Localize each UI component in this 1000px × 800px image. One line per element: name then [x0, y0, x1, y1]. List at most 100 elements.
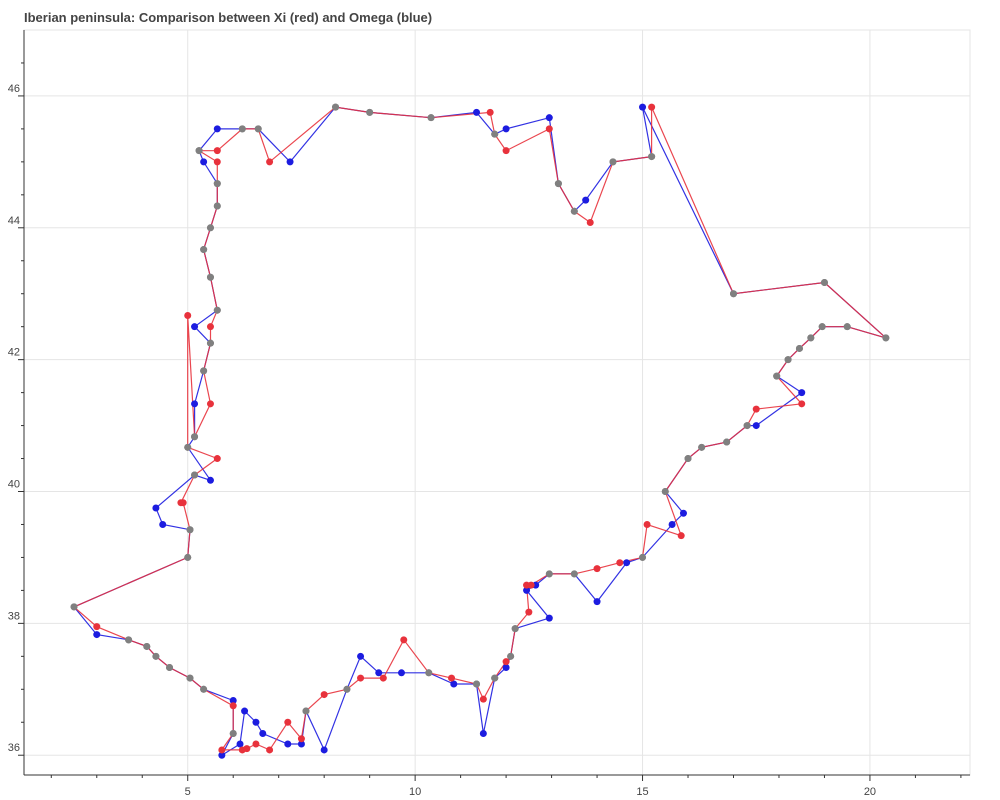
shared-point — [661, 488, 669, 496]
omega-point — [236, 740, 244, 748]
xi-point — [545, 125, 553, 133]
xi-point — [502, 147, 510, 155]
omega-point — [241, 707, 249, 715]
omega-point — [93, 631, 101, 639]
shared-point — [254, 125, 262, 133]
xi-point — [527, 581, 535, 589]
xi-point — [479, 695, 487, 703]
y-tick-label: 40 — [8, 479, 20, 491]
shared-point — [698, 443, 706, 451]
omega-point — [229, 697, 237, 704]
xi-point — [206, 400, 214, 408]
shared-point — [570, 207, 578, 215]
x-tick-label: 20 — [864, 786, 876, 798]
omega-point — [297, 740, 305, 748]
xi-point — [798, 400, 806, 408]
omega-point — [450, 680, 458, 688]
shared-point — [366, 108, 374, 116]
shared-point — [213, 202, 221, 210]
omega-point — [502, 125, 510, 133]
shared-point — [639, 553, 647, 561]
xi-point — [400, 636, 408, 644]
y-tick-label: 44 — [8, 215, 20, 227]
shared-point — [213, 306, 221, 314]
omega-point — [502, 664, 510, 672]
xi-point — [586, 219, 594, 227]
xi-point — [218, 746, 226, 754]
shared-point — [545, 570, 553, 578]
omega-point — [357, 652, 365, 660]
xi-point — [525, 608, 533, 616]
xi-point — [677, 532, 685, 540]
omega-point — [191, 323, 199, 331]
omega-point — [375, 669, 383, 677]
shared-point — [570, 570, 578, 578]
xi-point — [379, 674, 387, 682]
shared-point — [332, 103, 340, 111]
shared-point — [302, 707, 310, 715]
omega-point — [213, 125, 221, 133]
shared-point — [473, 680, 481, 688]
shared-point — [609, 158, 617, 166]
omega-point — [752, 422, 760, 430]
shared-point — [684, 455, 692, 463]
xi-point — [616, 559, 624, 567]
shared-point — [186, 674, 194, 682]
xi-point — [284, 718, 292, 726]
shared-point — [648, 153, 656, 161]
xi-point — [320, 691, 328, 699]
y-tick-label: 46 — [8, 83, 20, 95]
xi-point — [486, 108, 494, 116]
shared-point — [206, 224, 214, 232]
omega-point — [286, 158, 294, 166]
shared-point — [554, 180, 562, 188]
xi-point — [357, 674, 365, 682]
shared-point — [186, 526, 194, 534]
shared-point — [807, 334, 815, 342]
shared-point — [213, 180, 221, 188]
xi-point — [752, 405, 760, 413]
omega-point — [473, 108, 481, 116]
omega-point — [218, 751, 226, 759]
omega-point — [159, 520, 167, 528]
y-tick-label: 42 — [8, 347, 20, 359]
shared-point — [238, 125, 246, 133]
xi-point — [252, 740, 260, 748]
omega-point — [798, 389, 806, 397]
shared-point — [200, 246, 208, 254]
xi-point — [243, 745, 251, 753]
omega-point — [191, 400, 199, 408]
omega-point — [593, 598, 601, 606]
shared-point — [191, 471, 199, 479]
shared-point — [195, 147, 203, 155]
y-tick-label: 36 — [8, 742, 20, 754]
omega-point — [284, 740, 292, 748]
shared-point — [70, 603, 78, 611]
xi-point — [502, 658, 510, 666]
shared-point — [795, 344, 803, 352]
omega-point — [523, 586, 531, 594]
omega-point — [679, 509, 687, 517]
xi-point — [648, 103, 656, 111]
shared-point — [200, 367, 208, 375]
omega-point — [152, 504, 160, 512]
shared-point — [143, 642, 151, 650]
shared-point — [184, 443, 192, 451]
shared-point — [206, 339, 214, 347]
shared-point — [200, 685, 208, 693]
omega-point — [206, 476, 214, 484]
y-tick-label: 38 — [8, 610, 20, 622]
omega-point — [545, 114, 553, 122]
shared-point — [425, 669, 433, 677]
shared-point — [166, 664, 174, 672]
omega-point — [397, 669, 405, 677]
xi-point — [643, 520, 651, 528]
shared-point — [343, 685, 351, 693]
xi-point — [229, 702, 237, 710]
xi-point — [213, 147, 221, 155]
xi-point — [184, 311, 192, 319]
xi-point — [179, 499, 187, 507]
shared-point — [491, 674, 499, 682]
